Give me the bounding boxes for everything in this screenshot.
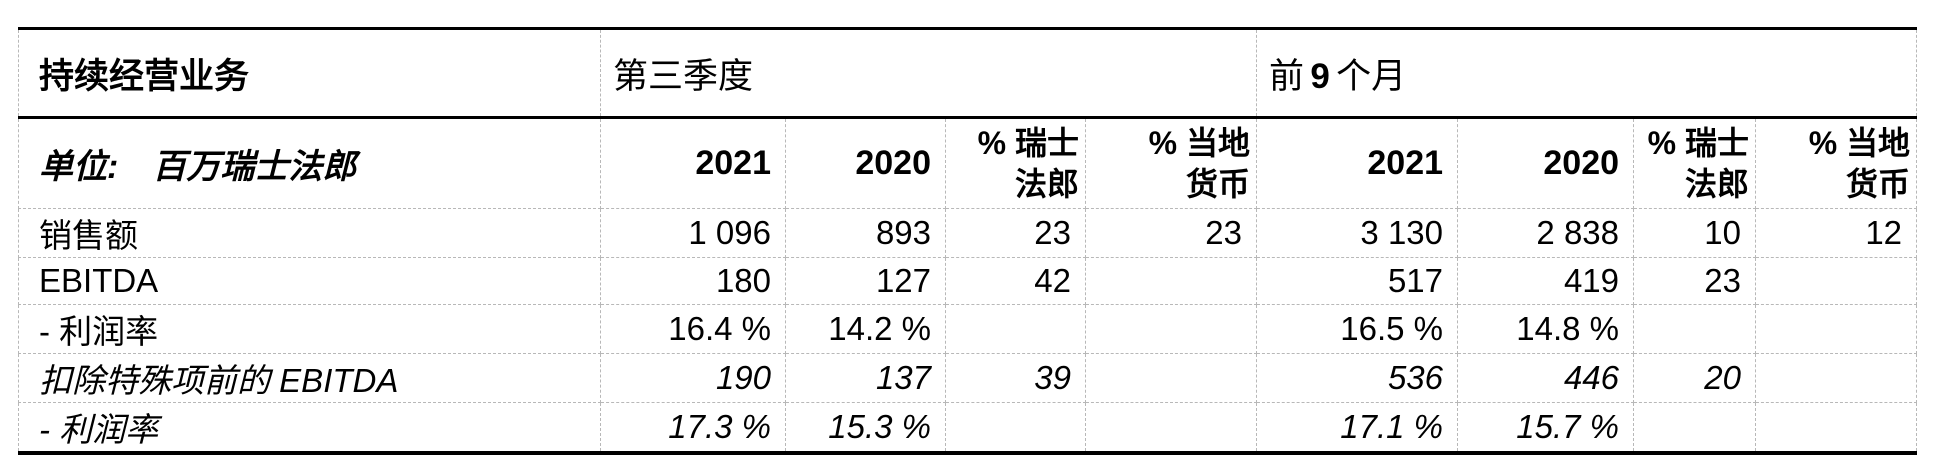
cell-q3-2020: 15.3 % (785, 402, 946, 455)
nine-month-number: 9 (1310, 56, 1330, 96)
cell-q3-2021: 17.3 % (600, 402, 786, 455)
cell-m9-pct-local (1755, 257, 1918, 305)
table-row-margin-before-specials: - 利润率 17.3 % 15.3 % 17.1 % 15.7 % (18, 402, 1918, 455)
cell-m9-pct-chf: 20 (1633, 353, 1757, 403)
q3-col-2020: 2020 (785, 117, 946, 209)
cell-q3-pct-local (1084, 402, 1258, 455)
q3-col-pct-chf: % 瑞士 法郎 (945, 117, 1086, 209)
row-label: - 利润率 (18, 304, 601, 354)
cell-m9-2021: 3 130 (1256, 208, 1459, 258)
cell-q3-pct-local: 23 (1084, 208, 1258, 258)
cell-m9-pct-local (1755, 353, 1918, 403)
cell-m9-pct-local (1755, 402, 1918, 455)
m9-col-2021: 2021 (1256, 117, 1459, 209)
cell-m9-2021: 17.1 % (1256, 402, 1459, 455)
m9-col-pct-chf: % 瑞士 法郎 (1633, 117, 1757, 209)
row-label: EBITDA (18, 257, 601, 305)
q3-section-label: 第三季度 (613, 56, 754, 96)
table-row-ebitda-before-specials: 扣除特殊项前的 EBITDA 190 137 39 536 446 20 (18, 353, 1918, 403)
cell-m9-pct-local: 12 (1755, 208, 1918, 258)
cell-q3-pct-local (1084, 353, 1258, 403)
cell-q3-pct-chf (945, 304, 1086, 354)
cell-m9-pct-chf: 23 (1633, 257, 1757, 305)
cell-m9-2020: 14.8 % (1457, 304, 1635, 354)
table-header-columns-row: 单位: 百万瑞士法郎 2021 2020 % 瑞士 法郎 % 当地 货币 202… (18, 117, 1918, 209)
cell-q3-2021: 180 (600, 257, 786, 305)
cell-m9-2021: 536 (1256, 353, 1459, 403)
table-row-sales: 销售额 1 096 893 23 23 3 130 2 838 10 12 (18, 208, 1918, 258)
cell-q3-pct-chf: 42 (945, 257, 1086, 305)
cell-m9-pct-chf: 10 (1633, 208, 1757, 258)
cell-m9-pct-local (1755, 304, 1918, 354)
cell-q3-2020: 127 (785, 257, 946, 305)
cell-q3-2021: 16.4 % (600, 304, 786, 354)
cell-q3-2020: 14.2 % (785, 304, 946, 354)
cell-q3-2020: 893 (785, 208, 946, 258)
cell-q3-pct-local (1084, 304, 1258, 354)
financial-results-table: 持续经营业务 第三季度 前 9 个月 单位: 百万瑞士法郎 2021 2020 % … (18, 27, 1918, 455)
table-header-period-row: 持续经营业务 第三季度 前 9 个月 (18, 27, 1918, 119)
row-label: 销售额 (18, 208, 601, 258)
cell-m9-2020: 15.7 % (1457, 402, 1635, 455)
cell-q3-pct-chf: 39 (945, 353, 1086, 403)
cell-m9-2021: 517 (1256, 257, 1459, 305)
nine-month-section-header: 前 9 个月 (1256, 27, 1918, 119)
row-label: 扣除特殊项前的 EBITDA (18, 353, 601, 403)
cell-m9-2021: 16.5 % (1256, 304, 1459, 354)
row-label: - 利润率 (18, 402, 601, 455)
q3-col-2021: 2021 (600, 117, 786, 209)
nine-month-post: 个月 (1336, 56, 1407, 96)
q3-section-header: 第三季度 (599, 27, 1258, 119)
cell-q3-2021: 190 (600, 353, 786, 403)
m9-col-2020: 2020 (1457, 117, 1635, 209)
m9-col-pct-local: % 当地 货币 (1755, 117, 1918, 209)
cell-q3-2021: 1 096 (600, 208, 786, 258)
continuing-operations-title: 持续经营业务 (18, 27, 601, 119)
q3-col-pct-local: % 当地 货币 (1084, 117, 1258, 209)
cell-m9-2020: 2 838 (1457, 208, 1635, 258)
cell-q3-pct-local (1084, 257, 1258, 305)
table-row-margin: - 利润率 16.4 % 14.2 % 16.5 % 14.8 % (18, 304, 1918, 354)
cell-m9-2020: 446 (1457, 353, 1635, 403)
cell-m9-pct-chf (1633, 304, 1757, 354)
cell-q3-pct-chf: 23 (945, 208, 1086, 258)
cell-m9-2020: 419 (1457, 257, 1635, 305)
cell-m9-pct-chf (1633, 402, 1757, 455)
cell-q3-2020: 137 (785, 353, 946, 403)
table-row-ebitda: EBITDA 180 127 42 517 419 23 (18, 257, 1918, 305)
nine-month-pre: 前 (1269, 56, 1305, 96)
unit-label: 单位: 百万瑞士法郎 (18, 117, 601, 209)
cell-q3-pct-chf (945, 402, 1086, 455)
